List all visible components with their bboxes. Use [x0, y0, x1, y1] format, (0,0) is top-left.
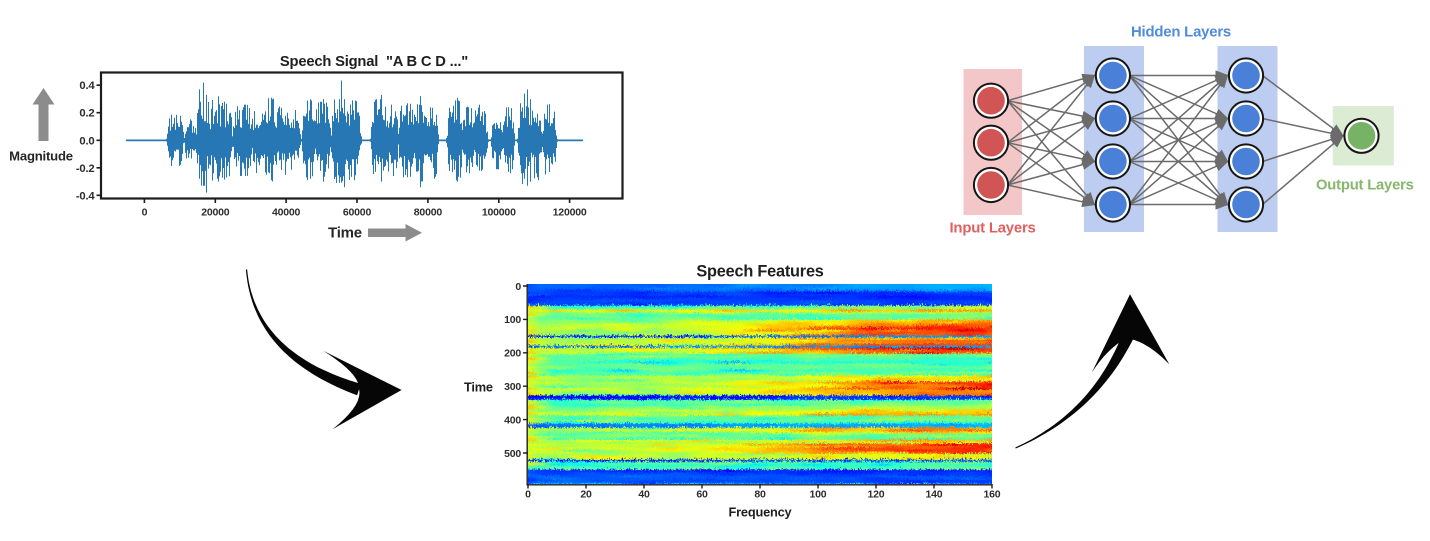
svg-text:Hidden Layers: Hidden Layers [1131, 25, 1231, 41]
svg-text:0.2: 0.2 [79, 108, 94, 120]
svg-text:Time: Time [464, 380, 493, 395]
svg-text:0: 0 [525, 489, 531, 501]
svg-text:300: 300 [504, 381, 521, 393]
svg-text:400: 400 [504, 414, 521, 426]
svg-text:20: 20 [580, 489, 592, 501]
svg-text:80: 80 [754, 489, 766, 501]
svg-text:80000: 80000 [414, 207, 443, 219]
svg-text:120: 120 [868, 489, 885, 501]
svg-text:40000: 40000 [272, 207, 301, 219]
svg-text:100: 100 [810, 489, 827, 501]
svg-text:0: 0 [515, 281, 521, 293]
svg-text:120000: 120000 [553, 207, 587, 219]
svg-text:100: 100 [504, 314, 521, 326]
svg-text:0.4: 0.4 [79, 80, 95, 92]
svg-text:500: 500 [504, 448, 521, 460]
svg-text:Output Layers: Output Layers [1316, 178, 1414, 194]
svg-text:0.0: 0.0 [79, 135, 94, 147]
svg-text:40: 40 [638, 489, 650, 501]
svg-text:Speech Features: Speech Features [696, 263, 823, 281]
svg-text:Time: Time [328, 225, 362, 242]
svg-text:60: 60 [696, 489, 708, 501]
svg-text:-0.2: -0.2 [76, 163, 95, 175]
svg-text:160: 160 [984, 489, 1001, 501]
svg-text:60000: 60000 [343, 207, 372, 219]
svg-text:Speech Signal "A B C D ...": Speech Signal "A B C D ..." [280, 54, 468, 70]
svg-text:Input Layers: Input Layers [950, 221, 1036, 237]
svg-text:Frequency: Frequency [729, 505, 793, 520]
svg-text:140: 140 [926, 489, 943, 501]
svg-text:20000: 20000 [201, 207, 230, 219]
svg-text:100000: 100000 [482, 207, 516, 219]
svg-text:Magnitude: Magnitude [9, 149, 73, 164]
svg-text:0: 0 [142, 207, 148, 219]
svg-text:-0.4: -0.4 [76, 190, 96, 202]
svg-text:200: 200 [504, 348, 521, 360]
